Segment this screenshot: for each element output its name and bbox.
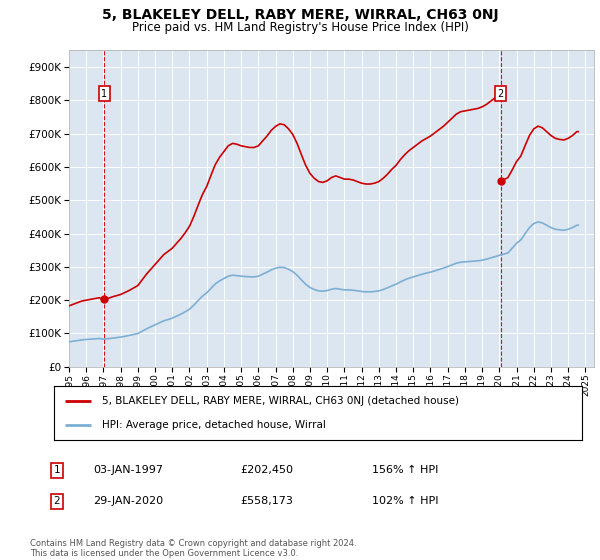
Text: 102% ↑ HPI: 102% ↑ HPI bbox=[372, 496, 439, 506]
Text: 5, BLAKELEY DELL, RABY MERE, WIRRAL, CH63 0NJ (detached house): 5, BLAKELEY DELL, RABY MERE, WIRRAL, CH6… bbox=[101, 396, 458, 406]
Text: Contains HM Land Registry data © Crown copyright and database right 2024.
This d: Contains HM Land Registry data © Crown c… bbox=[30, 539, 356, 558]
Text: 156% ↑ HPI: 156% ↑ HPI bbox=[372, 465, 439, 475]
Text: 03-JAN-1997: 03-JAN-1997 bbox=[93, 465, 163, 475]
Text: £202,450: £202,450 bbox=[240, 465, 293, 475]
Text: 29-JAN-2020: 29-JAN-2020 bbox=[93, 496, 163, 506]
Text: 5, BLAKELEY DELL, RABY MERE, WIRRAL, CH63 0NJ: 5, BLAKELEY DELL, RABY MERE, WIRRAL, CH6… bbox=[101, 8, 499, 22]
Text: 2: 2 bbox=[53, 496, 61, 506]
Text: £558,173: £558,173 bbox=[240, 496, 293, 506]
Text: 2: 2 bbox=[497, 88, 504, 99]
Text: Price paid vs. HM Land Registry's House Price Index (HPI): Price paid vs. HM Land Registry's House … bbox=[131, 21, 469, 34]
Text: 1: 1 bbox=[101, 88, 107, 99]
Text: HPI: Average price, detached house, Wirral: HPI: Average price, detached house, Wirr… bbox=[101, 420, 325, 430]
Text: 1: 1 bbox=[53, 465, 61, 475]
